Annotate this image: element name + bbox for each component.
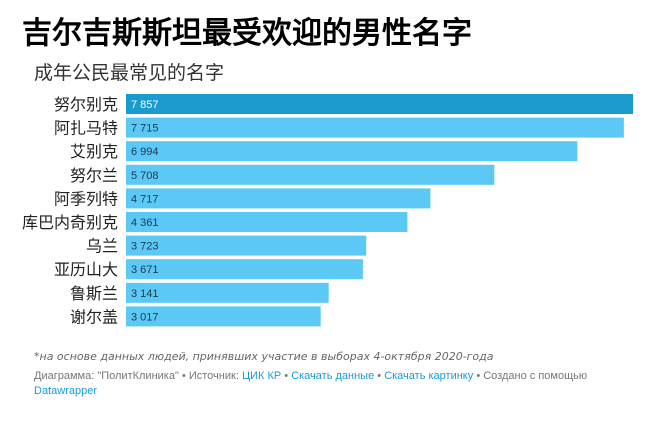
separator: • <box>377 370 382 382</box>
download-image-link[interactable]: Скачать картинку <box>384 370 474 382</box>
source-link[interactable]: ЦИК КР <box>241 370 282 382</box>
download-data-link[interactable]: Скачать данные <box>291 370 375 382</box>
chart-subtitle: 成年公民最常见的名字 <box>34 62 225 84</box>
category-label: 谢尔盖 <box>70 307 118 326</box>
value-label: 3 671 <box>131 264 159 276</box>
category-label: 鲁斯兰 <box>70 284 118 303</box>
bar <box>126 212 408 232</box>
category-label: 艾别克 <box>70 142 118 161</box>
bar <box>126 94 633 114</box>
category-label: 阿扎马特 <box>54 119 118 138</box>
separator: • <box>181 370 186 382</box>
datawrapper-link[interactable]: Datawrapper <box>34 385 97 397</box>
footnote: *на основе данных людей, принявших участ… <box>34 350 494 363</box>
separator: • <box>284 370 289 382</box>
bar <box>126 188 431 209</box>
bar <box>126 282 329 303</box>
value-label: 3 017 <box>131 311 159 323</box>
bar <box>126 117 624 138</box>
chart-by-text: Диаграмма: "ПолитКлиника" <box>34 370 179 382</box>
bar <box>126 141 578 162</box>
bar-chart: 努尔别克 7 857 阿扎马特 7 715 艾别克 6 994 努尔兰 5 708 阿季列特 4 … <box>22 94 633 327</box>
source-label: Источник: <box>188 370 239 382</box>
value-label: 3 723 <box>131 241 159 253</box>
bar <box>126 164 495 185</box>
created-with-text: Создано с помощью <box>483 370 588 382</box>
bar <box>126 259 363 280</box>
value-label: 7 715 <box>131 123 159 135</box>
category-label: 乌兰 <box>86 237 118 256</box>
bar <box>126 306 321 327</box>
value-label: 6 994 <box>131 146 159 158</box>
value-label: 3 141 <box>131 288 159 300</box>
value-label: 7 857 <box>131 99 159 111</box>
category-label: 阿季列特 <box>54 189 118 208</box>
category-label: 库巴内奇别克 <box>22 213 118 232</box>
category-label: 努尔别克 <box>54 95 118 114</box>
chart-credits: Диаграмма: "ПолитКлиника" • Источник: ЦИ… <box>34 369 644 399</box>
separator: • <box>476 370 481 382</box>
category-label: 亚历山大 <box>54 260 118 279</box>
value-label: 4 717 <box>131 193 159 205</box>
bar <box>126 235 367 256</box>
category-label: 努尔兰 <box>70 166 118 185</box>
value-label: 4 361 <box>131 217 159 229</box>
value-label: 5 708 <box>131 170 159 182</box>
chart-title: 吉尔吉斯斯坦最受欢迎的男性名字 <box>22 16 472 51</box>
